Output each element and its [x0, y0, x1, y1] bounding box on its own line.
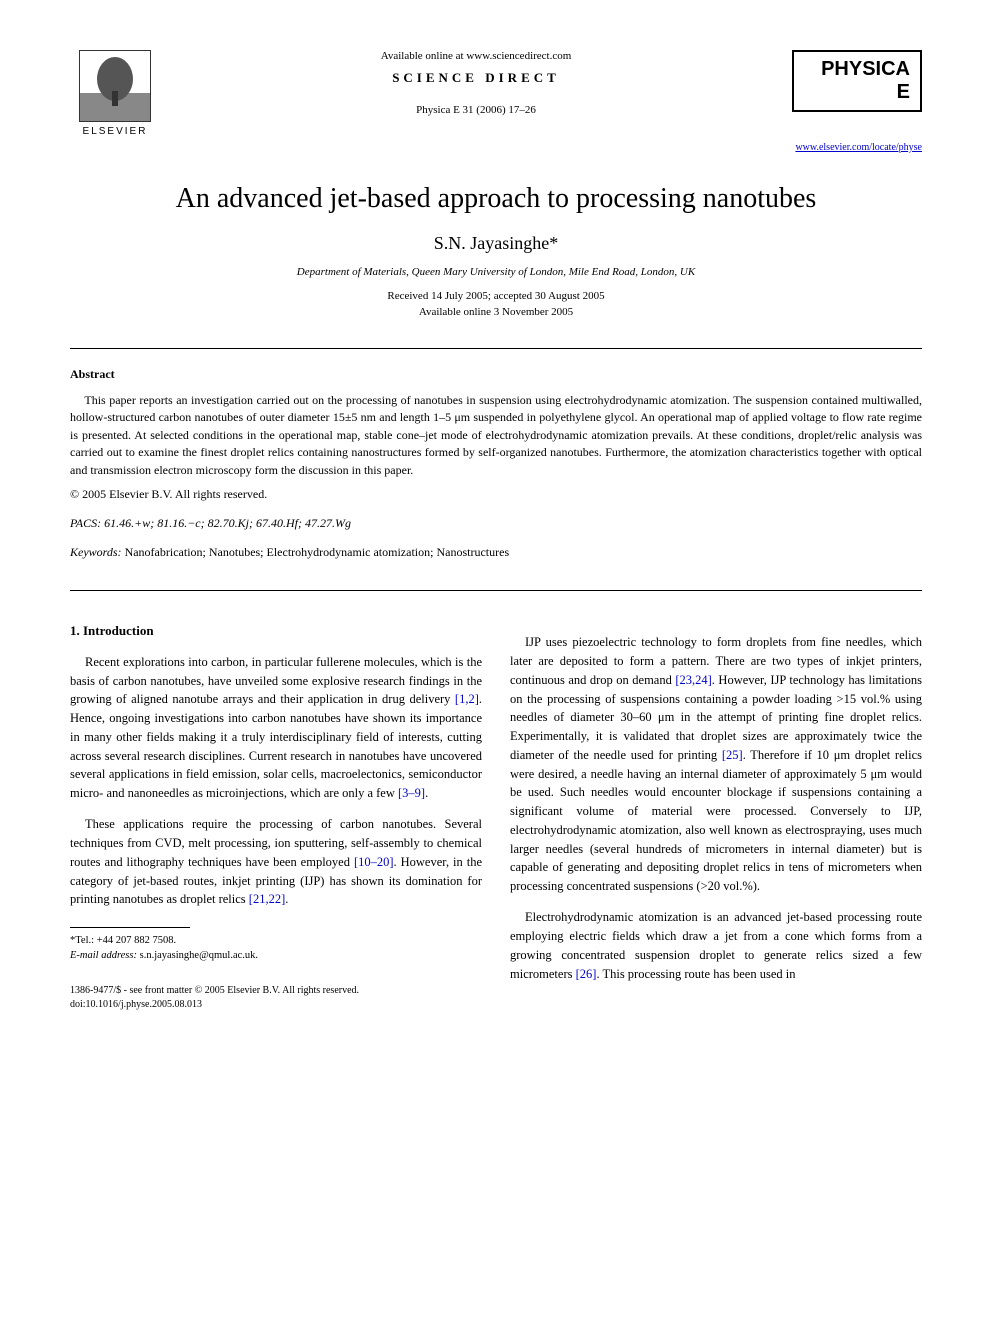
body-columns: 1. Introduction Recent explorations into… — [70, 621, 922, 1012]
footnote-divider — [70, 927, 190, 928]
affiliation: Department of Materials, Queen Mary Univ… — [70, 266, 922, 278]
para1-text-a: Recent explorations into carbon, in part… — [70, 655, 482, 707]
right-para-1: IJP uses piezoelectric technology to for… — [510, 633, 922, 896]
available-online-text: Available online at www.sciencedirect.co… — [180, 50, 772, 62]
footer-line-2: doi:10.1016/j.physe.2005.08.013 — [70, 998, 482, 1012]
paper-title: An advanced jet-based approach to proces… — [70, 183, 922, 215]
available-online-date: Available online 3 November 2005 — [70, 306, 922, 318]
divider-bottom — [70, 590, 922, 591]
intro-para-2: These applications require the processin… — [70, 815, 482, 909]
section-1-heading: 1. Introduction — [70, 621, 482, 641]
header-row: ELSEVIER Available online at www.science… — [70, 50, 922, 153]
author-name: S.N. Jayasinghe* — [70, 233, 922, 254]
ref-link-25[interactable]: [25] — [722, 748, 743, 762]
para1-text-c: . — [425, 786, 428, 800]
intro-para-1: Recent explorations into carbon, in part… — [70, 653, 482, 803]
sciencedirect-logo: SCIENCE DIRECT — [180, 70, 772, 86]
physica-box: PHYSICA E www.elsevier.com/locate/physe — [792, 50, 922, 153]
abstract-text: This paper reports an investigation carr… — [70, 392, 922, 479]
footnote-email-line: E-mail address: s.n.jayasinghe@qmul.ac.u… — [70, 949, 482, 964]
footer-block: 1386-9477/$ - see front matter © 2005 El… — [70, 984, 482, 1012]
page-container: ELSEVIER Available online at www.science… — [0, 0, 992, 1062]
abstract-heading: Abstract — [70, 367, 922, 382]
copyright-text: © 2005 Elsevier B.V. All rights reserved… — [70, 487, 922, 502]
ref-link-1-2[interactable]: [1,2] — [455, 692, 479, 706]
footnote-tel: *Tel.: +44 207 882 7508. — [70, 934, 482, 949]
footer-line-1: 1386-9477/$ - see front matter © 2005 El… — [70, 984, 482, 998]
rpara2-text-b: . This processing route has been used in — [596, 967, 795, 981]
physica-link[interactable]: www.elsevier.com/locate/physe — [792, 142, 922, 153]
footnote-email-label: E-mail address: — [70, 950, 137, 961]
journal-reference: Physica E 31 (2006) 17–26 — [180, 104, 772, 116]
pacs-line: PACS: 61.46.+w; 81.16.−c; 82.70.Kj; 67.4… — [70, 516, 922, 531]
divider-top — [70, 348, 922, 349]
right-column: IJP uses piezoelectric technology to for… — [510, 621, 922, 1012]
elsevier-logo: ELSEVIER — [70, 50, 160, 150]
keywords-text: Nanofabrication; Nanotubes; Electrohydro… — [122, 545, 510, 559]
center-header: Available online at www.sciencedirect.co… — [160, 50, 792, 116]
ref-link-3-9[interactable]: [3–9] — [398, 786, 425, 800]
left-column: 1. Introduction Recent explorations into… — [70, 621, 482, 1012]
ref-link-21-22[interactable]: [21,22] — [249, 892, 285, 906]
para2-text-c: . — [285, 892, 288, 906]
rpara1-text-c: . Therefore if 10 μm droplet relics were… — [510, 748, 922, 893]
footnote-email: s.n.jayasinghe@qmul.ac.uk. — [137, 950, 258, 961]
elsevier-tree-icon — [79, 50, 151, 122]
elsevier-label: ELSEVIER — [83, 126, 148, 137]
physica-brand-label: PHYSICA E — [792, 50, 922, 112]
right-para-2: Electrohydrodynamic atomization is an ad… — [510, 908, 922, 983]
ref-link-10-20[interactable]: [10–20] — [354, 855, 394, 869]
keywords-line: Keywords: Nanofabrication; Nanotubes; El… — [70, 545, 922, 560]
keywords-label: Keywords: — [70, 545, 122, 559]
ref-link-23-24[interactable]: [23,24] — [675, 673, 711, 687]
received-accepted-date: Received 14 July 2005; accepted 30 Augus… — [70, 290, 922, 302]
para1-text-b: . Hence, ongoing investigations into car… — [70, 692, 482, 800]
ref-link-26[interactable]: [26] — [576, 967, 597, 981]
